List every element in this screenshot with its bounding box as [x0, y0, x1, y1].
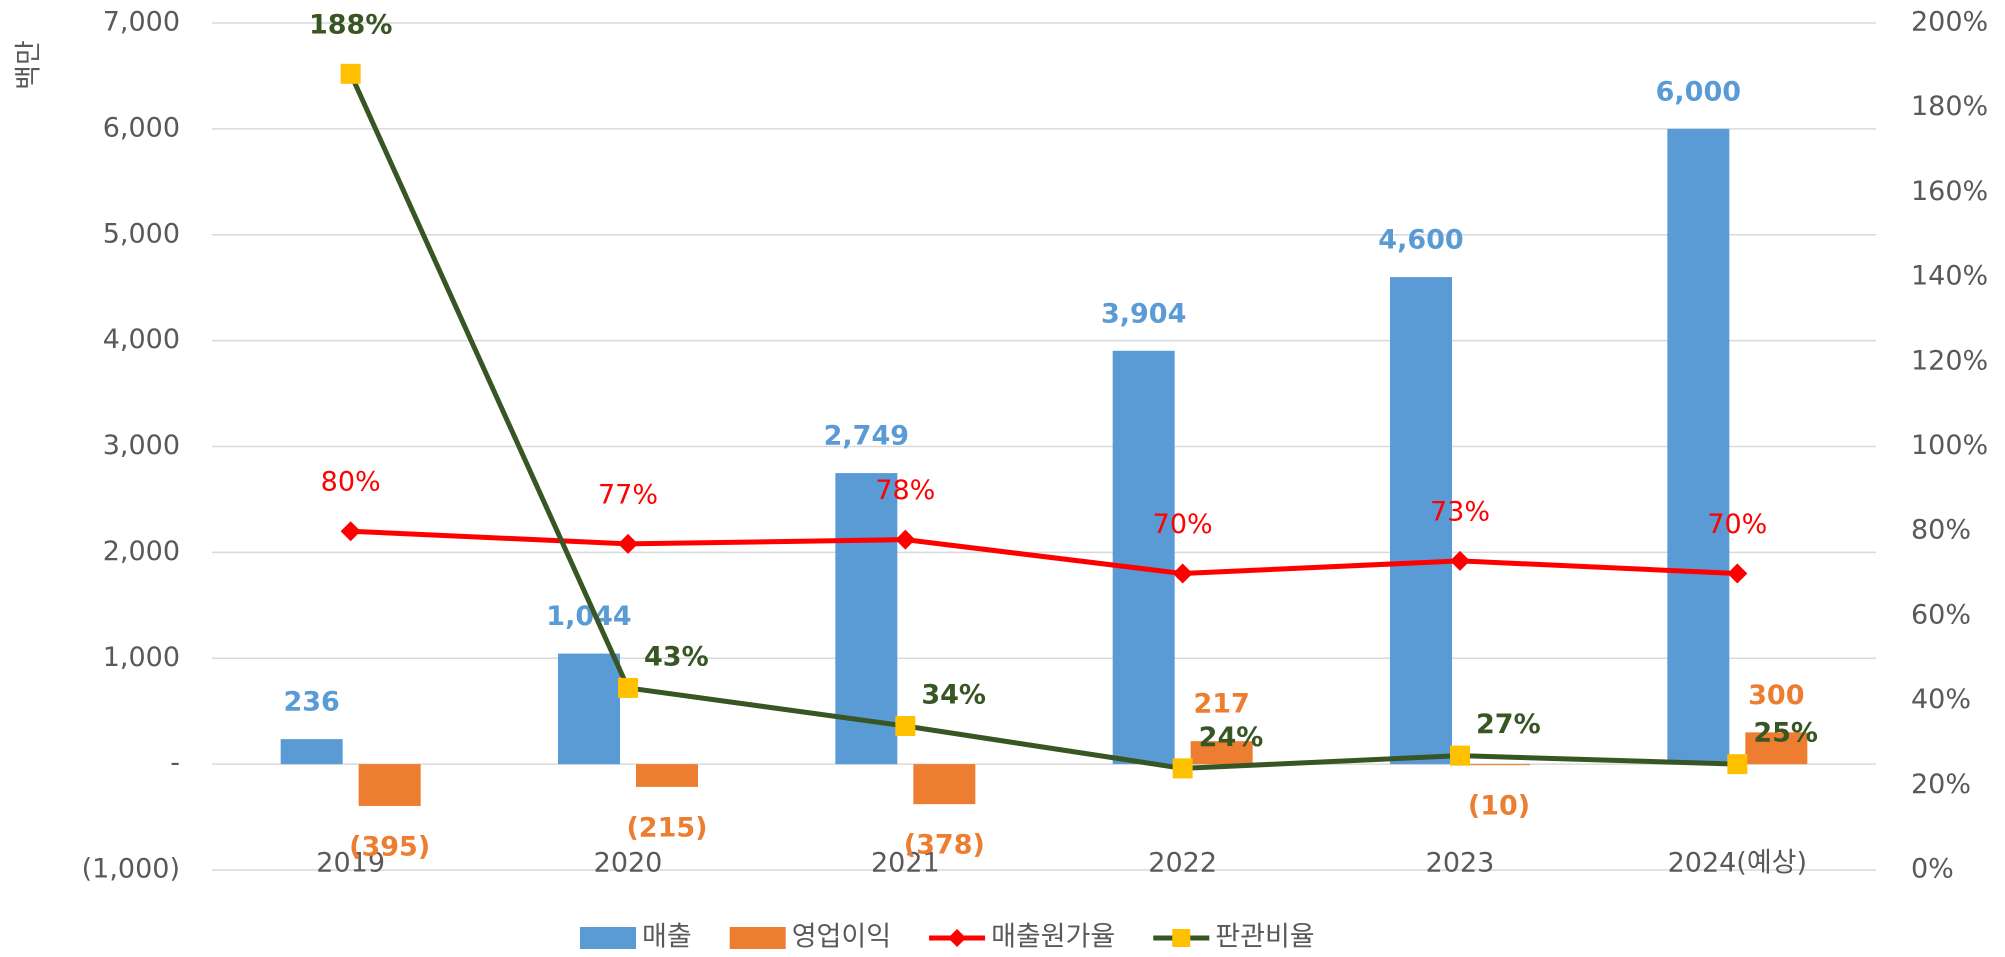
marker	[1172, 758, 1193, 779]
y-tick-label: 7,000	[103, 7, 180, 38]
x-tick-label: 2019	[316, 848, 385, 879]
bar	[1667, 128, 1730, 765]
y-axis-label: 백만	[14, 40, 45, 90]
y2-tick-label: 180%	[1911, 91, 1988, 122]
y2-tick-label: 140%	[1911, 261, 1988, 292]
data-label: 70%	[1707, 509, 1767, 540]
marker	[1450, 550, 1470, 571]
marker	[1172, 563, 1193, 584]
data-label: 217	[1193, 689, 1249, 720]
y-tick-label: 2,000	[103, 536, 180, 567]
y2-tick-label: 80%	[1911, 515, 1971, 546]
data-label: (10)	[1468, 791, 1530, 822]
marker	[1450, 745, 1470, 766]
y2-tick-label: 0%	[1911, 854, 1954, 885]
legend-label: 영업이익	[792, 922, 891, 953]
bar	[1190, 741, 1253, 765]
legend-swatch	[729, 927, 786, 949]
legend-label: 판관비율	[1215, 922, 1314, 953]
data-label: 34%	[921, 680, 986, 711]
y2-tick-label: 100%	[1911, 430, 1988, 461]
y2-tick-label: 60%	[1911, 599, 1971, 630]
data-label: 4,600	[1378, 225, 1463, 256]
data-label: 6,000	[1656, 76, 1741, 107]
x-tick-label: 2020	[594, 848, 663, 879]
data-label: 77%	[598, 479, 658, 510]
y-tick-label: 4,000	[103, 324, 180, 355]
marker	[895, 529, 916, 550]
data-label: 24%	[1199, 722, 1264, 753]
bar	[913, 764, 976, 805]
legend-label: 매출	[642, 922, 692, 953]
data-label: 27%	[1476, 709, 1541, 740]
y-tick-label: 5,000	[103, 218, 180, 249]
data-label: 78%	[875, 475, 935, 506]
marker	[618, 533, 638, 554]
legend-label: 매출원가율	[991, 922, 1115, 953]
marker	[618, 677, 638, 698]
y2-tick-label: 120%	[1911, 345, 1988, 376]
marker	[1727, 563, 1748, 584]
data-label: 188%	[309, 9, 392, 40]
bar	[280, 739, 343, 765]
data-label: 25%	[1753, 718, 1818, 749]
line	[350, 528, 1738, 577]
y2-tick-label: 20%	[1911, 769, 1971, 800]
legend-marker	[948, 929, 967, 947]
bar	[558, 653, 620, 765]
marker	[1727, 754, 1748, 775]
bar	[358, 764, 421, 806]
marker	[340, 521, 361, 542]
bar	[1112, 350, 1175, 765]
x-tick-label: 2022	[1148, 848, 1217, 879]
y-tick-label: 6,000	[103, 112, 180, 143]
line	[348, 72, 1738, 771]
y-tick-label: 3,000	[103, 430, 180, 461]
y-tick-label: -	[170, 748, 180, 779]
data-label: 2,749	[824, 421, 909, 452]
x-tick-label: 2023	[1426, 848, 1495, 879]
y-tick-label: (1,000)	[82, 854, 180, 885]
data-label: 70%	[1153, 509, 1213, 540]
bar	[1468, 764, 1530, 766]
y2-tick-label: 160%	[1911, 176, 1988, 207]
legend-marker	[1172, 929, 1191, 947]
bar	[1745, 732, 1808, 765]
data-label: (215)	[626, 812, 707, 843]
bar	[636, 764, 698, 787]
legend-swatch	[580, 927, 636, 949]
bar	[1390, 277, 1452, 765]
y2-tick-label: 200%	[1911, 7, 1988, 38]
marker	[340, 63, 361, 84]
data-label: 43%	[644, 641, 709, 672]
marker	[895, 716, 916, 737]
x-tick-label: 2021	[871, 848, 940, 879]
data-label: 80%	[321, 467, 381, 498]
x-tick-label: 2024(예상)	[1668, 848, 1807, 879]
y-tick-label: 1,000	[103, 642, 180, 673]
data-label: 300	[1748, 680, 1804, 711]
data-label: (395)	[349, 831, 430, 862]
data-label: 236	[283, 687, 339, 718]
data-label: 73%	[1430, 496, 1490, 527]
y2-tick-label: 40%	[1911, 684, 1971, 715]
data-label: (378)	[904, 830, 985, 861]
data-label: 3,904	[1101, 298, 1186, 329]
